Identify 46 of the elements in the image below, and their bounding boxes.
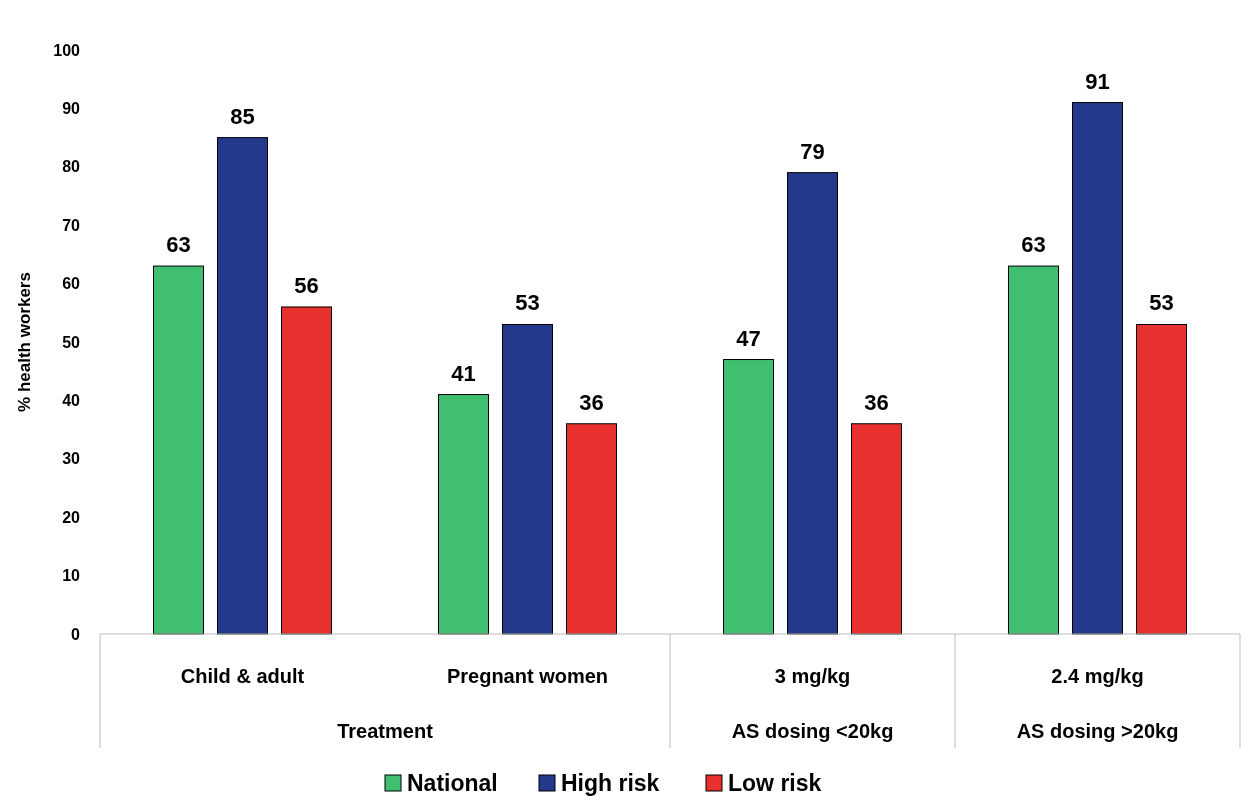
text: AS dosing <20kg bbox=[731, 720, 894, 742]
data-label: 53 bbox=[515, 290, 540, 316]
bar bbox=[502, 323, 553, 635]
legend-label: National bbox=[407, 770, 498, 797]
legend-label: Low risk bbox=[728, 770, 822, 797]
y-tick-label: 40 bbox=[62, 392, 81, 409]
y-tick-label: 10 bbox=[62, 567, 81, 585]
bar bbox=[787, 172, 838, 635]
data-label: 63 bbox=[1021, 232, 1046, 258]
y-tick-label: 50 bbox=[62, 333, 81, 351]
y-tick-label: 80 bbox=[62, 158, 81, 176]
data-label: 47 bbox=[736, 325, 761, 351]
y-tick-label: 90 bbox=[62, 100, 81, 117]
bar bbox=[217, 137, 268, 635]
bar bbox=[1136, 323, 1187, 635]
x-tick-label: Pregnant women bbox=[446, 665, 609, 687]
y-axis-title: % health workers bbox=[14, 272, 34, 412]
bar bbox=[438, 394, 489, 635]
bar bbox=[281, 306, 332, 635]
data-label: 91 bbox=[1085, 68, 1110, 94]
data-label: 63 bbox=[166, 232, 191, 258]
data-label: 36 bbox=[579, 389, 604, 415]
data-label: 41 bbox=[451, 360, 476, 386]
data-label: 56 bbox=[294, 272, 319, 298]
data-label: 85 bbox=[230, 103, 255, 129]
x-tick-label: 2.4 mg/kg bbox=[1051, 665, 1144, 687]
bar bbox=[1072, 102, 1123, 635]
bar bbox=[723, 359, 774, 635]
text: Treatment bbox=[337, 720, 434, 742]
bar bbox=[1008, 265, 1059, 635]
y-tick-label: 100 bbox=[53, 41, 81, 59]
x-tick-label: 3 mg/kg bbox=[774, 665, 851, 687]
y-tick-label: 20 bbox=[62, 508, 81, 526]
x-tick-label: Child & adult bbox=[180, 665, 305, 687]
y-tick-label: 30 bbox=[62, 450, 81, 468]
data-label: 79 bbox=[800, 138, 825, 164]
bar bbox=[153, 265, 204, 635]
data-label: 53 bbox=[1149, 290, 1174, 316]
data-label: 36 bbox=[864, 389, 889, 415]
y-tick-label: 70 bbox=[62, 216, 81, 234]
bar bbox=[566, 423, 617, 635]
bar bbox=[851, 423, 902, 635]
legend-label: High risk bbox=[561, 770, 660, 797]
y-tick-label: 60 bbox=[62, 275, 81, 293]
y-tick-label: 0 bbox=[71, 625, 81, 643]
text: AS dosing >20kg bbox=[1016, 720, 1179, 742]
